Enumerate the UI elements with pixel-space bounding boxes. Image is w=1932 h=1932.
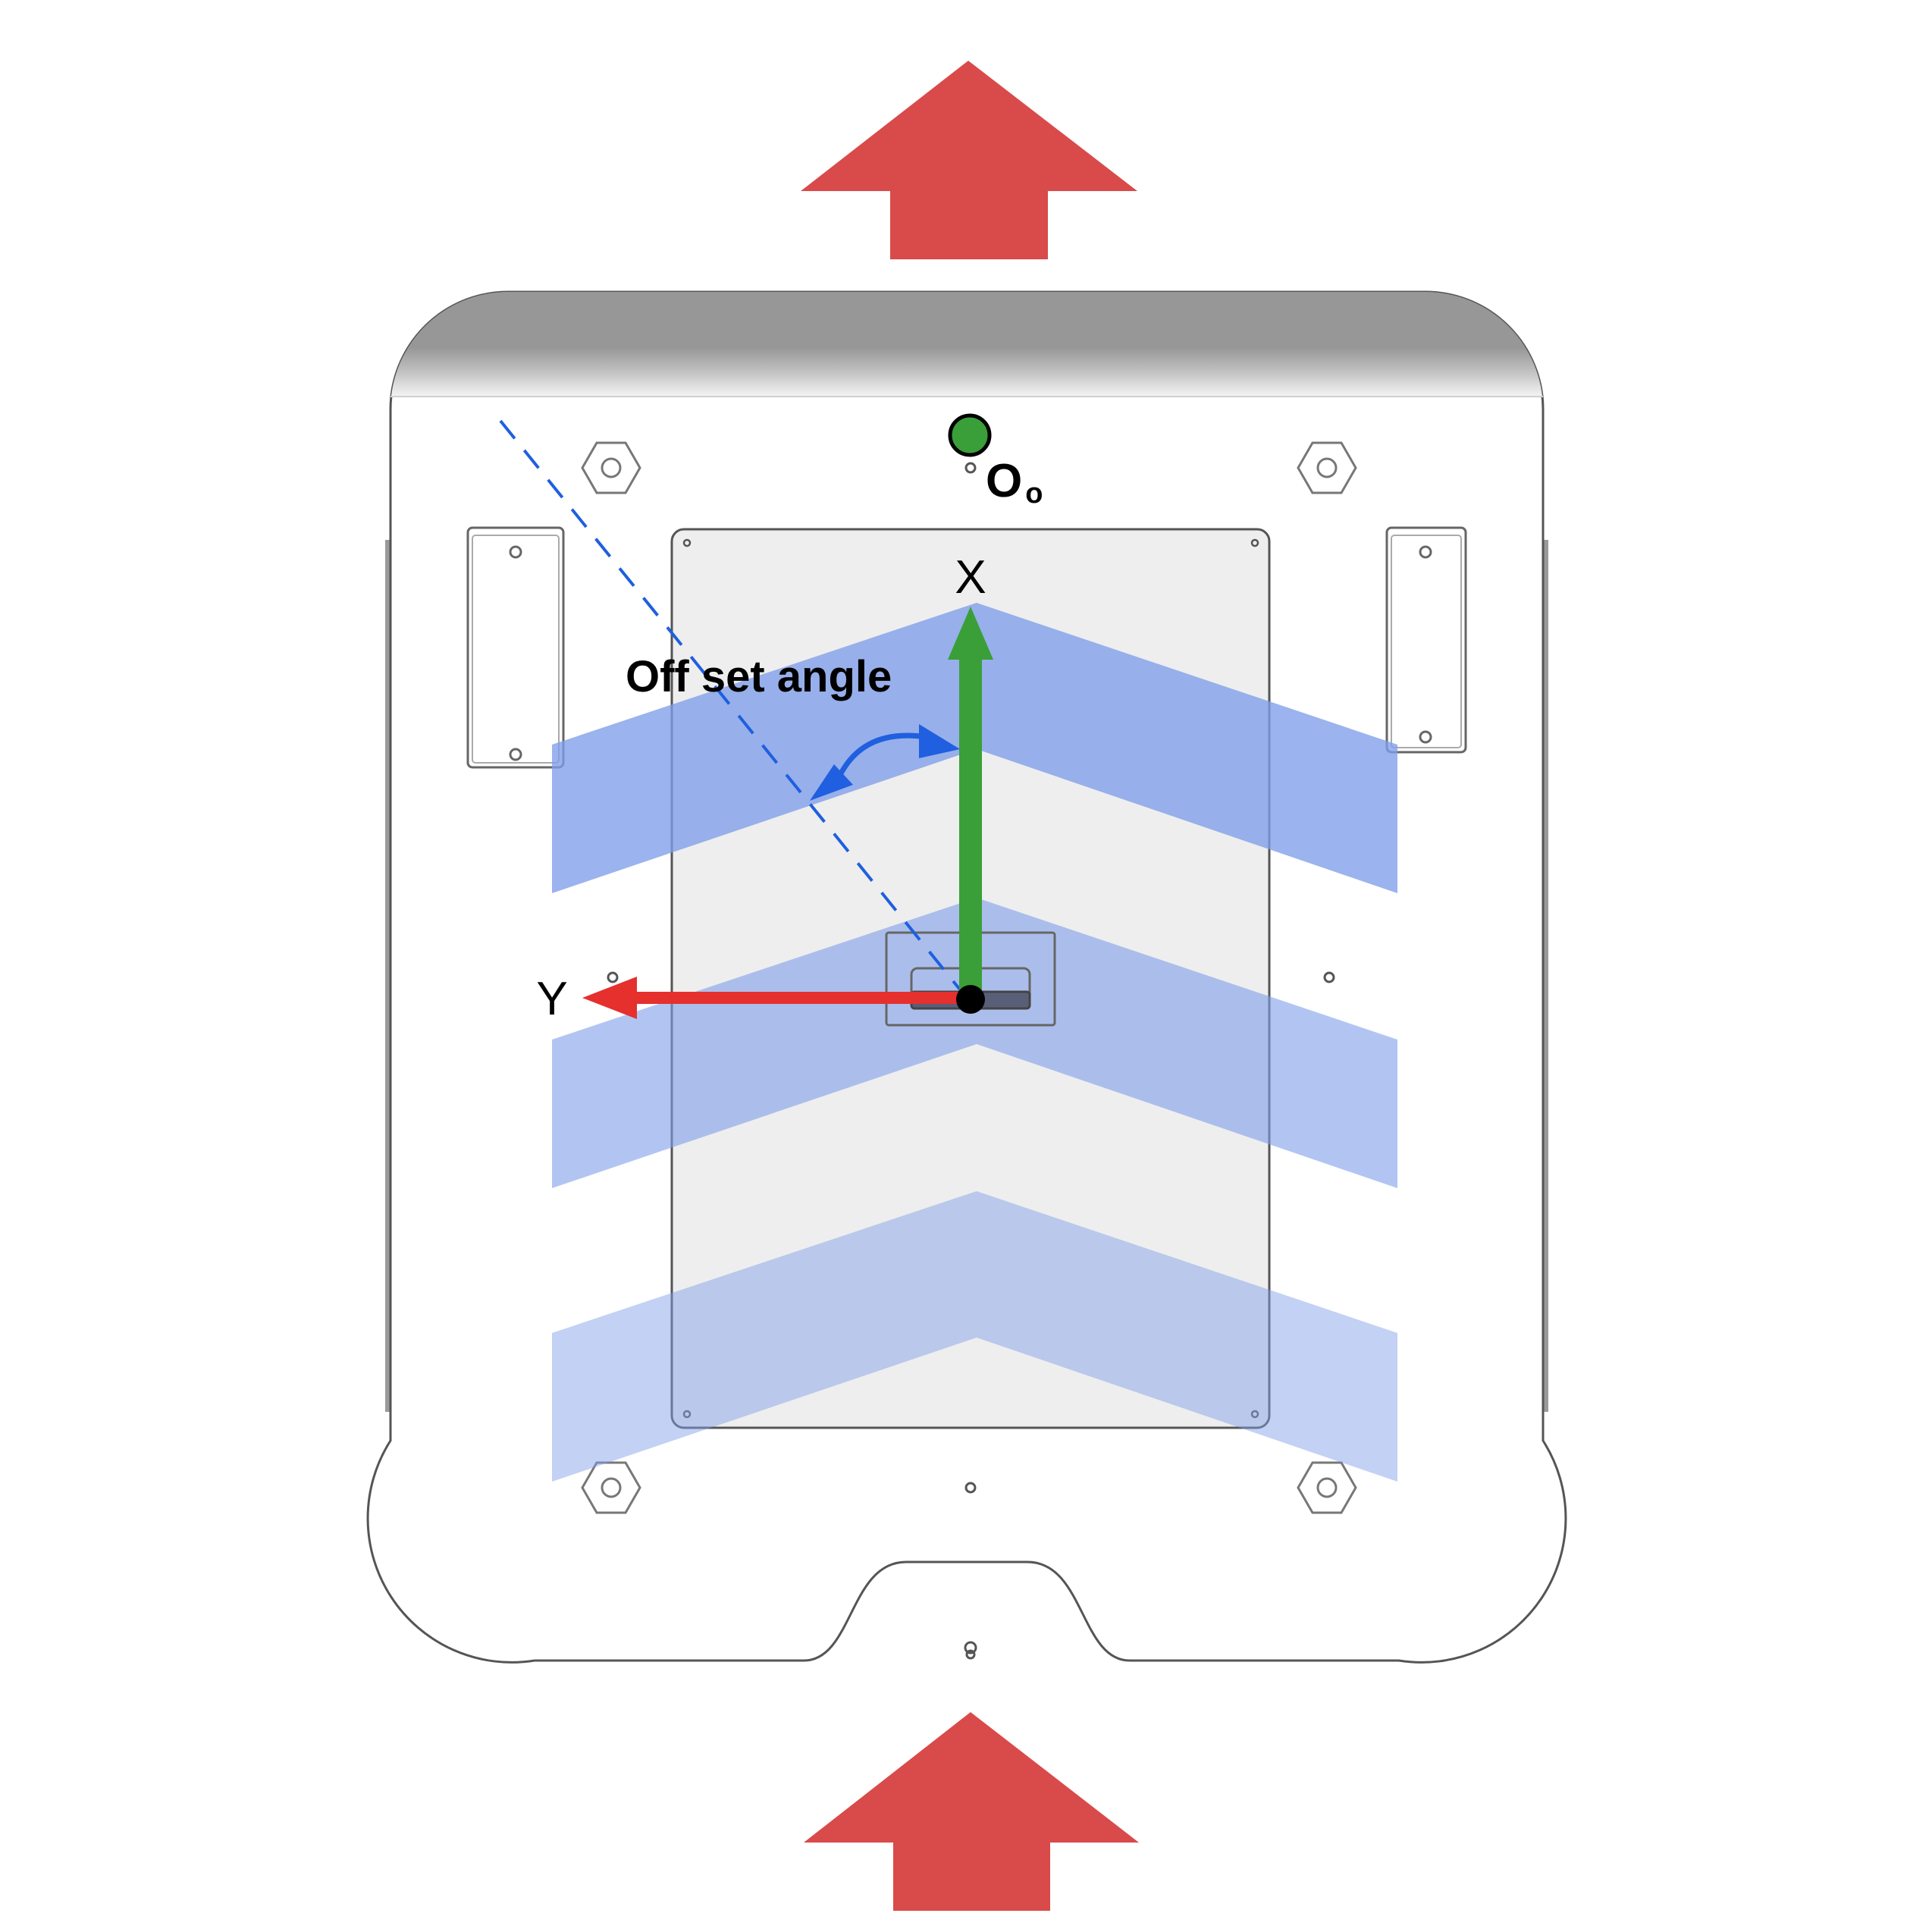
- offset-reference-line: [499, 419, 964, 995]
- offset-angle-label: Off set angle: [626, 652, 892, 701]
- side-brackets: [466, 526, 1467, 769]
- chevron-2: [552, 898, 1397, 1188]
- travel-arrow-bottom: [804, 1712, 1139, 1911]
- center-dot-icon: [956, 985, 985, 1014]
- y-axis-arrow: [582, 977, 972, 1019]
- y-axis-label: Y: [536, 973, 567, 1025]
- offset-angle-arc: [810, 724, 960, 801]
- hex-bolts: [581, 441, 1357, 1514]
- screw-holes: [607, 462, 1335, 1660]
- x-axis-label: X: [955, 551, 986, 604]
- origin-marker-icon: [948, 413, 992, 457]
- robot-top-band: [383, 292, 1551, 397]
- chevron-3: [552, 1191, 1397, 1482]
- x-axis-arrow: [948, 607, 993, 997]
- travel-arrow-top: [801, 61, 1137, 259]
